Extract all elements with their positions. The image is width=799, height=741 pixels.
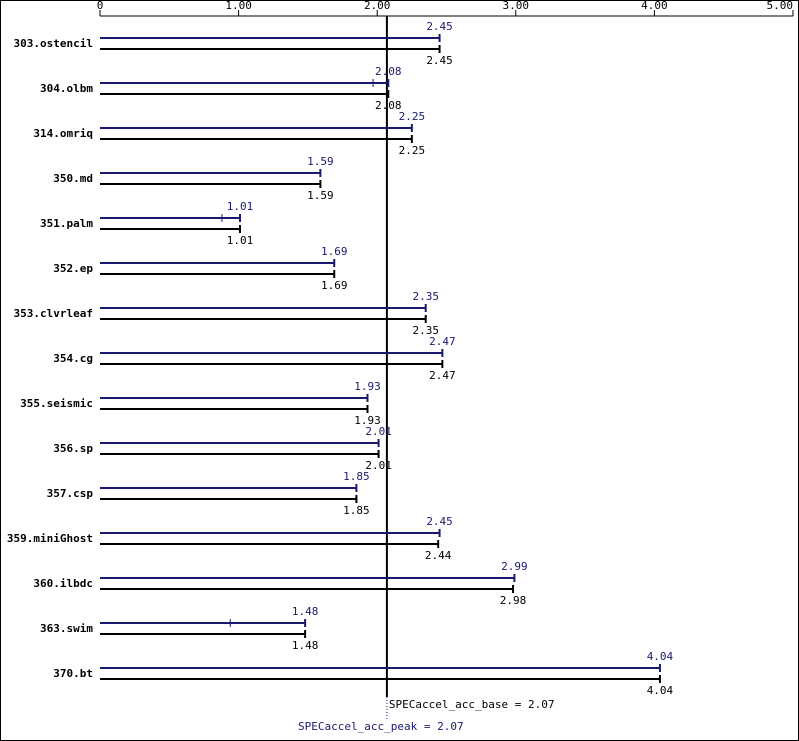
value-label: 2.25 bbox=[399, 110, 426, 123]
category-label: 350.md bbox=[53, 172, 93, 185]
category-label: 360.ilbdc bbox=[33, 577, 93, 590]
category-label: 355.seismic bbox=[20, 397, 93, 410]
category-label: 353.clvrleaf bbox=[14, 307, 93, 320]
value-label: 1.69 bbox=[321, 279, 348, 292]
value-label: 1.48 bbox=[292, 605, 319, 618]
value-label: 2.35 bbox=[412, 324, 439, 337]
value-label: 1.01 bbox=[227, 200, 254, 213]
category-label: 363.swim bbox=[40, 622, 93, 635]
category-label: 351.palm bbox=[40, 217, 93, 230]
value-label: 1.93 bbox=[354, 414, 381, 427]
value-label: 1.69 bbox=[321, 245, 348, 258]
value-label: 2.25 bbox=[399, 144, 426, 157]
value-label: 1.01 bbox=[227, 234, 254, 247]
category-label: 354.cg bbox=[53, 352, 93, 365]
x-tick-label: 1.00 bbox=[225, 0, 252, 12]
value-label: 2.47 bbox=[429, 335, 456, 348]
category-label: 370.bt bbox=[53, 667, 93, 680]
value-label: 2.01 bbox=[365, 425, 392, 438]
value-label: 2.45 bbox=[426, 20, 453, 33]
value-label: 1.59 bbox=[307, 155, 334, 168]
value-label: 2.08 bbox=[375, 99, 402, 112]
x-tick-label: 4.00 bbox=[641, 0, 668, 12]
value-label: 2.45 bbox=[426, 515, 453, 528]
value-label: 2.98 bbox=[500, 594, 527, 607]
value-label: 2.47 bbox=[429, 369, 456, 382]
value-label: 1.85 bbox=[343, 504, 370, 517]
category-label: 314.omriq bbox=[33, 127, 93, 140]
value-label: 1.48 bbox=[292, 639, 319, 652]
category-label: 352.ep bbox=[53, 262, 93, 275]
category-label: 303.ostencil bbox=[14, 37, 93, 50]
value-label: 4.04 bbox=[647, 684, 674, 697]
value-label: 2.44 bbox=[425, 549, 452, 562]
category-label: 304.olbm bbox=[40, 82, 93, 95]
category-label: 359.miniGhost bbox=[7, 532, 93, 545]
value-label: 1.93 bbox=[354, 380, 381, 393]
value-label: 1.59 bbox=[307, 189, 334, 202]
value-label: 2.08 bbox=[375, 65, 402, 78]
value-label: 1.85 bbox=[343, 470, 370, 483]
category-label: 357.csp bbox=[47, 487, 94, 500]
value-label: 4.04 bbox=[647, 650, 674, 663]
category-label: 356.sp bbox=[53, 442, 93, 455]
value-label: 2.01 bbox=[365, 459, 392, 472]
value-label: 2.35 bbox=[412, 290, 439, 303]
peak-summary-label: SPECaccel_acc_peak = 2.07 bbox=[298, 720, 464, 733]
value-label: 2.99 bbox=[501, 560, 528, 573]
x-tick-label: 2.00 bbox=[364, 0, 391, 12]
value-label: 2.45 bbox=[426, 54, 453, 67]
base-summary-label: SPECaccel_acc_base = 2.07 bbox=[389, 698, 555, 711]
x-tick-label: 3.00 bbox=[503, 0, 530, 12]
x-tick-label: 0 bbox=[97, 0, 104, 12]
x-tick-label: 5.00 bbox=[767, 0, 794, 12]
